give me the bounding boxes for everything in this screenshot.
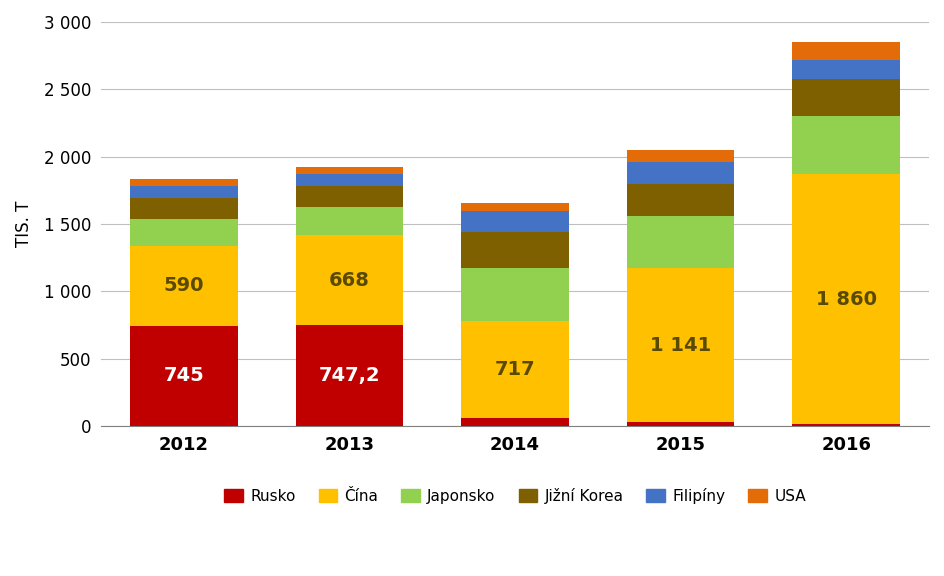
- Bar: [130, 180, 238, 186]
- Bar: [462, 203, 569, 211]
- Bar: [792, 425, 900, 426]
- Bar: [462, 321, 569, 418]
- Bar: [130, 186, 238, 198]
- Text: 717: 717: [495, 360, 535, 379]
- Bar: [627, 150, 734, 162]
- Bar: [792, 174, 900, 425]
- Bar: [130, 198, 238, 219]
- Bar: [295, 168, 403, 174]
- Bar: [792, 79, 900, 116]
- Bar: [130, 219, 238, 246]
- Bar: [462, 232, 569, 268]
- Text: 1 141: 1 141: [650, 335, 711, 354]
- Text: 590: 590: [163, 276, 204, 295]
- Legend: Rusko, Čína, Japonsko, Jižní Korea, Filipíny, USA: Rusko, Čína, Japonsko, Jižní Korea, Fili…: [218, 482, 812, 510]
- Bar: [627, 184, 734, 215]
- Bar: [627, 162, 734, 184]
- Bar: [295, 236, 403, 325]
- Text: 668: 668: [329, 271, 370, 290]
- Bar: [295, 174, 403, 186]
- Bar: [792, 60, 900, 79]
- Bar: [792, 116, 900, 174]
- Bar: [462, 268, 569, 321]
- Bar: [295, 186, 403, 207]
- Bar: [295, 207, 403, 236]
- Bar: [295, 325, 403, 426]
- Bar: [130, 246, 238, 325]
- Bar: [792, 42, 900, 60]
- Bar: [130, 325, 238, 426]
- Text: 1 860: 1 860: [816, 290, 877, 309]
- Text: 747,2: 747,2: [319, 366, 380, 385]
- Bar: [627, 215, 734, 268]
- Y-axis label: TIS. T: TIS. T: [15, 200, 33, 247]
- Text: 745: 745: [163, 366, 204, 385]
- Bar: [627, 422, 734, 426]
- Bar: [627, 268, 734, 422]
- Bar: [462, 211, 569, 232]
- Bar: [462, 418, 569, 426]
